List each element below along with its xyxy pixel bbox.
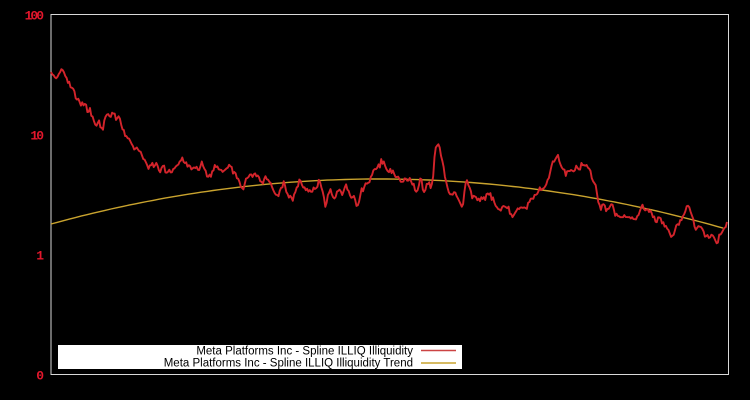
svg-text:0: 0 <box>36 369 44 384</box>
svg-text:100: 100 <box>25 9 45 24</box>
svg-text:Meta Platforms Inc - Spline IL: Meta Platforms Inc - Spline ILLIQ Illiqu… <box>164 358 413 370</box>
svg-text:Meta Platforms Inc - Spline IL: Meta Platforms Inc - Spline ILLIQ Illiqu… <box>196 346 413 358</box>
svg-text:1: 1 <box>36 249 44 264</box>
